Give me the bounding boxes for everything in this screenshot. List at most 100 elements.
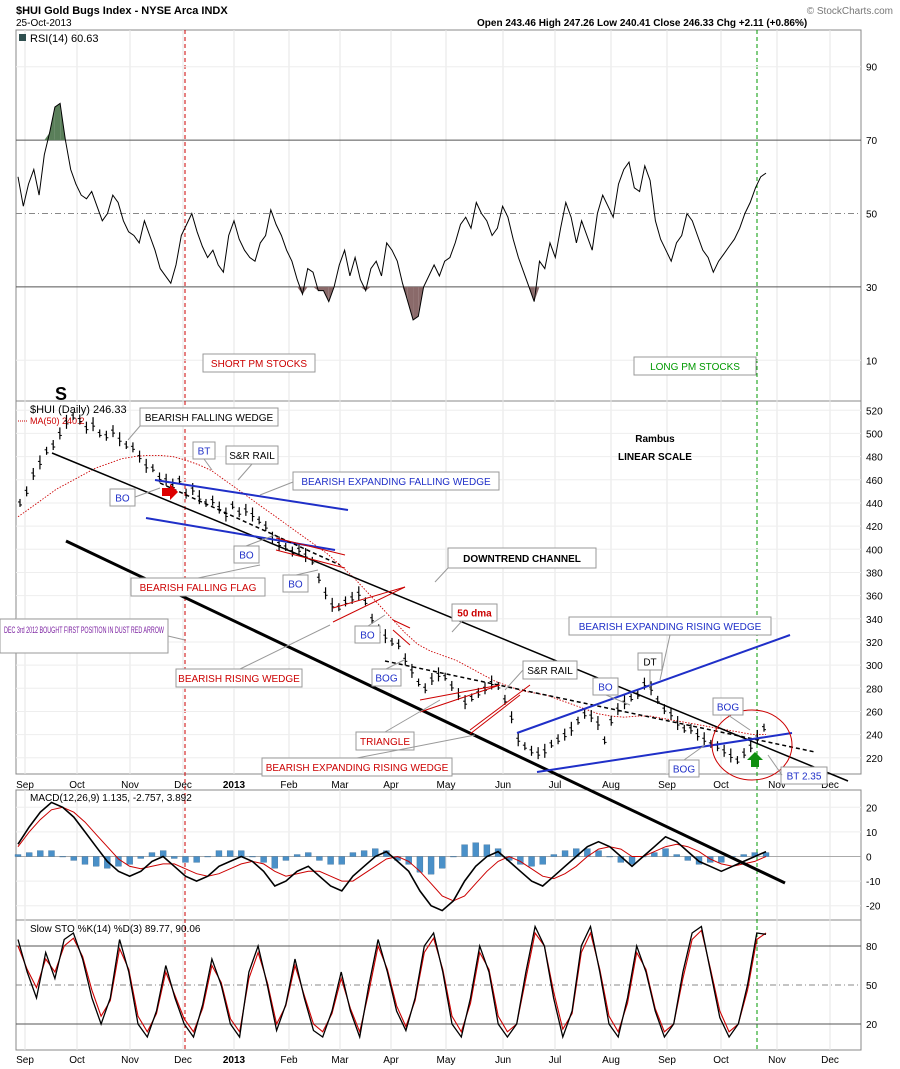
anno-linear-scale: LINEAR SCALE: [618, 452, 692, 463]
macd-histogram-bar: [528, 856, 535, 867]
x-tick-label: Sep: [16, 1055, 34, 1066]
macd-histogram-bar: [182, 856, 189, 863]
x-tick-label: Nov: [121, 1055, 139, 1066]
callout-pointer: [134, 487, 161, 498]
sto-y-tick: 20: [866, 1020, 878, 1031]
x-tick-label: Dec: [821, 780, 839, 791]
macd-histogram-bar: [349, 852, 357, 857]
macd-histogram-bar: [238, 850, 245, 857]
x-tick-label: Dec: [174, 780, 192, 791]
falling-flag-top: [275, 537, 346, 556]
rsi-legend-swatch: [19, 34, 26, 41]
anno-sr-rail-2: S&R RAIL: [527, 666, 573, 677]
x-tick-label: Aug: [602, 1055, 620, 1066]
expanding-falling-wedge-top: [154, 479, 349, 511]
rsi-y-tick: 10: [866, 356, 878, 367]
x-tick-label: Mar: [331, 1055, 349, 1066]
ma-legend: MA(50) 240.2: [30, 416, 85, 426]
anno-bo-5-box: [592, 677, 619, 696]
price-y-tick: 320: [866, 638, 883, 649]
callout-pointer: [504, 669, 524, 691]
anno-bog-1: BOG: [375, 674, 397, 685]
x-tick-label: Mar: [331, 780, 349, 791]
anno-bearish-falling-flag: BEARISH FALLING FLAG: [140, 583, 257, 594]
x-tick-label: Aug: [602, 780, 620, 791]
rsi-y-tick: 70: [866, 136, 878, 147]
callout-pointer: [385, 659, 405, 670]
anno-dt: DT: [643, 658, 656, 669]
x-tick-label: Dec: [821, 1055, 839, 1066]
callout-pointer: [659, 634, 671, 681]
anno-bo-1: BO: [115, 494, 130, 505]
macd-histogram-bar: [249, 856, 256, 858]
price-y-tick: 280: [866, 684, 883, 695]
macd-histogram-bar: [215, 850, 223, 857]
x-tick-label: Sep: [658, 1055, 676, 1066]
anno-bt235-box: [780, 766, 828, 785]
anno-short-pm-box: [202, 353, 316, 373]
macd-histogram-bar: [81, 856, 89, 865]
anno-long-pm-box: [633, 356, 757, 376]
red-arrow-icon: [162, 484, 178, 500]
rsi-oversold-fill: [297, 286, 303, 295]
price-y-tick: 260: [866, 707, 883, 718]
price-y-tick: 220: [866, 754, 883, 765]
x-tick-label: Jun: [495, 1055, 511, 1066]
callout-pointer: [605, 694, 631, 706]
anno-long-pm: LONG PM STOCKS: [650, 362, 740, 373]
rsi-panel-frame: [15, 29, 862, 402]
chart-date: 25-Oct-2013: [16, 18, 72, 29]
sto-k-line: [17, 924, 767, 1040]
annotation-layer: BEARISH FALLING WEDGE BT S&R RAIL BO BO BO BEA…: [0, 353, 849, 885]
expanding-rising-wedge-top: [516, 634, 791, 734]
macd-histogram-bar: [260, 856, 267, 863]
macd-histogram-bar: [327, 856, 334, 865]
rsi-oversold-fill: [365, 286, 371, 291]
callout-pointer: [451, 620, 463, 633]
expanding-rising-wedge-bottom: [536, 732, 793, 773]
anno-bt235: BT 2.35: [787, 772, 822, 783]
price-y-tick: 440: [866, 499, 883, 510]
anno-bearish-expanding-falling-wedge: BEARISH EXPANDING FALLING WEDGE: [301, 477, 491, 488]
price-title: $HUI (Daily) 246.33: [30, 404, 127, 416]
rsi-layer: 10 30 50 70 90 RSI(14) 60.63: [16, 33, 878, 367]
sto-y-tick: 50: [866, 981, 878, 992]
price-y-tick: 380: [866, 568, 883, 579]
macd-histogram-bar: [70, 856, 77, 861]
macd-histogram-bar: [137, 856, 144, 859]
macd-y-tick: 20: [866, 803, 878, 814]
rsi-y-tick: 90: [866, 63, 878, 74]
callout-pointer: [356, 734, 476, 759]
macd-signal-line: [17, 806, 767, 902]
x-tick-label: 2013: [223, 780, 246, 791]
callout-pointer: [127, 425, 141, 441]
x-tick-label: Dec: [174, 1055, 192, 1066]
small-wedge-top: [392, 619, 411, 629]
sr-rail-2: [384, 660, 816, 753]
macd-histogram-bar: [472, 842, 479, 857]
callout-pointer: [727, 714, 751, 731]
callout-pointer: [295, 569, 319, 576]
anno-bo-4-box: [354, 625, 381, 644]
chart-ohlc: Open 243.46 High 247.26 Low 240.41 Close…: [477, 18, 807, 29]
macd-histogram-bar: [662, 848, 669, 857]
x-tick-label: Jul: [549, 1055, 562, 1066]
callout-pointer: [237, 463, 253, 481]
macd-histogram-bar: [338, 856, 345, 865]
macd-histogram-bar: [282, 856, 290, 861]
callout-pointer: [239, 624, 331, 670]
anno-short-pm: SHORT PM STOCKS: [211, 359, 307, 370]
macd-histogram-bar: [271, 856, 278, 869]
sto-y-tick: 80: [866, 942, 878, 953]
macd-histogram-bar: [37, 850, 44, 857]
callout-pointer: [367, 614, 386, 627]
price-y-tick: 480: [866, 453, 883, 464]
anno-bo-3: BO: [288, 580, 303, 591]
macd-histogram-bar: [539, 856, 546, 865]
anno-bo-2: BO: [239, 551, 254, 562]
macd-y-tick: 0: [866, 853, 872, 864]
anno-bog-2: BOG: [717, 703, 739, 714]
anno-bearish-falling-wedge-box: [139, 407, 279, 427]
falling-flag-bottom: [275, 549, 346, 569]
